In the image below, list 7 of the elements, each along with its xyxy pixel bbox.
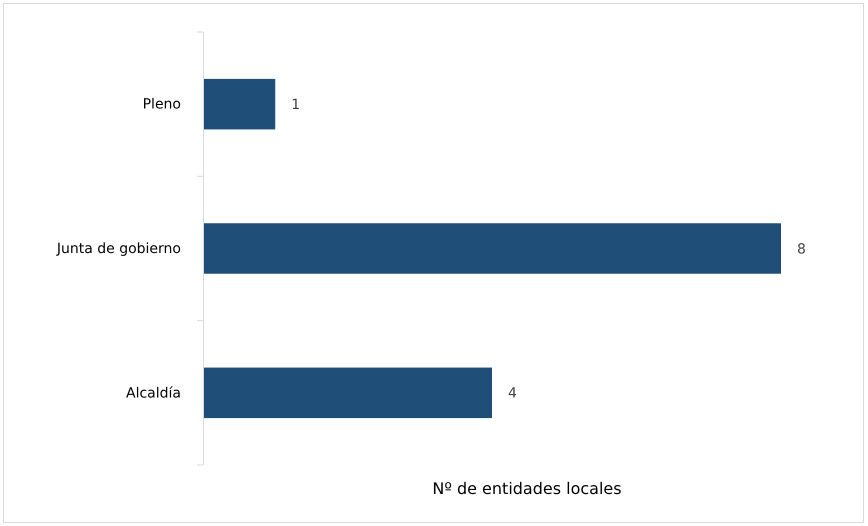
data-label: 8 [797,241,806,258]
y-tick-label: Junta de gobierno [56,240,181,257]
x-axis-title: Nº de entidades locales [432,479,622,498]
data-label: 1 [291,97,300,114]
data-label: 4 [508,386,517,402]
y-tick-label: Alcaldía [126,385,181,402]
y-tick-label: Pleno [142,96,181,113]
